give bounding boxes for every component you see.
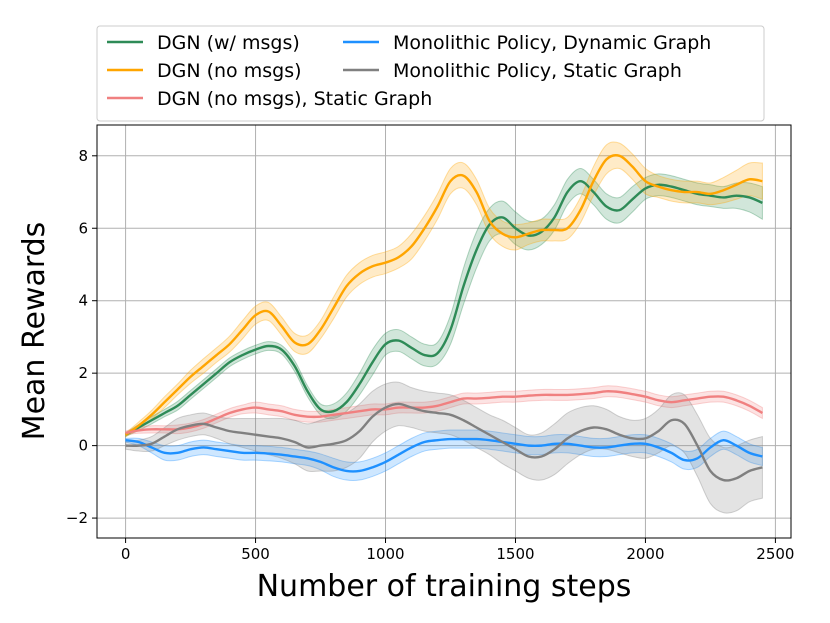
x-axis-ticks: 0 500 1000 1500 2000 2500 — [121, 538, 794, 563]
line-series-1 — [124, 154, 763, 436]
legend-box — [96, 25, 765, 122]
y-tick-label: 2 — [78, 364, 88, 382]
x-tick-label: 1500 — [496, 545, 534, 563]
line-series-0 — [125, 179, 763, 436]
band-series-1 — [125, 141, 763, 438]
plot-frame — [96, 124, 792, 539]
x-tick-label: 0 — [121, 545, 131, 563]
y-tick-label: −2 — [66, 509, 88, 527]
x-tick-label: 2000 — [626, 545, 664, 563]
legend-label-3: Monolithic Policy, Dynamic Graph — [393, 32, 711, 54]
confidence-bands — [125, 141, 763, 514]
y-axis-label: Mean Rewards — [17, 222, 52, 441]
y-tick-label: 4 — [78, 292, 88, 310]
line-series-2 — [125, 390, 763, 435]
y-tick-label: 0 — [78, 437, 88, 455]
band-series-3 — [125, 429, 763, 481]
y-tick-label: 8 — [78, 147, 88, 165]
y-tick-label: 6 — [78, 219, 88, 237]
series-lines — [124, 154, 763, 482]
legend-label-2: DGN (no msgs), Static Graph — [157, 88, 432, 110]
line-series-4 — [125, 402, 763, 482]
legend-label-1: DGN (no msgs) — [157, 60, 302, 82]
x-tick-label: 2500 — [756, 545, 794, 563]
x-tick-label: 1000 — [366, 545, 404, 563]
legend: DGN (w/ msgs) DGN (no msgs) DGN (no msgs),… — [96, 25, 765, 122]
legend-label-0: DGN (w/ msgs) — [157, 32, 300, 54]
line-series-3 — [125, 437, 763, 473]
x-axis-label: Number of training steps — [257, 569, 632, 604]
legend-label-4: Monolithic Policy, Static Graph — [393, 60, 682, 82]
band-series-4 — [125, 381, 763, 514]
x-tick-label: 500 — [241, 545, 270, 563]
y-axis-ticks: −2 0 2 4 6 8 — [66, 147, 97, 527]
grid-lines — [97, 125, 791, 538]
